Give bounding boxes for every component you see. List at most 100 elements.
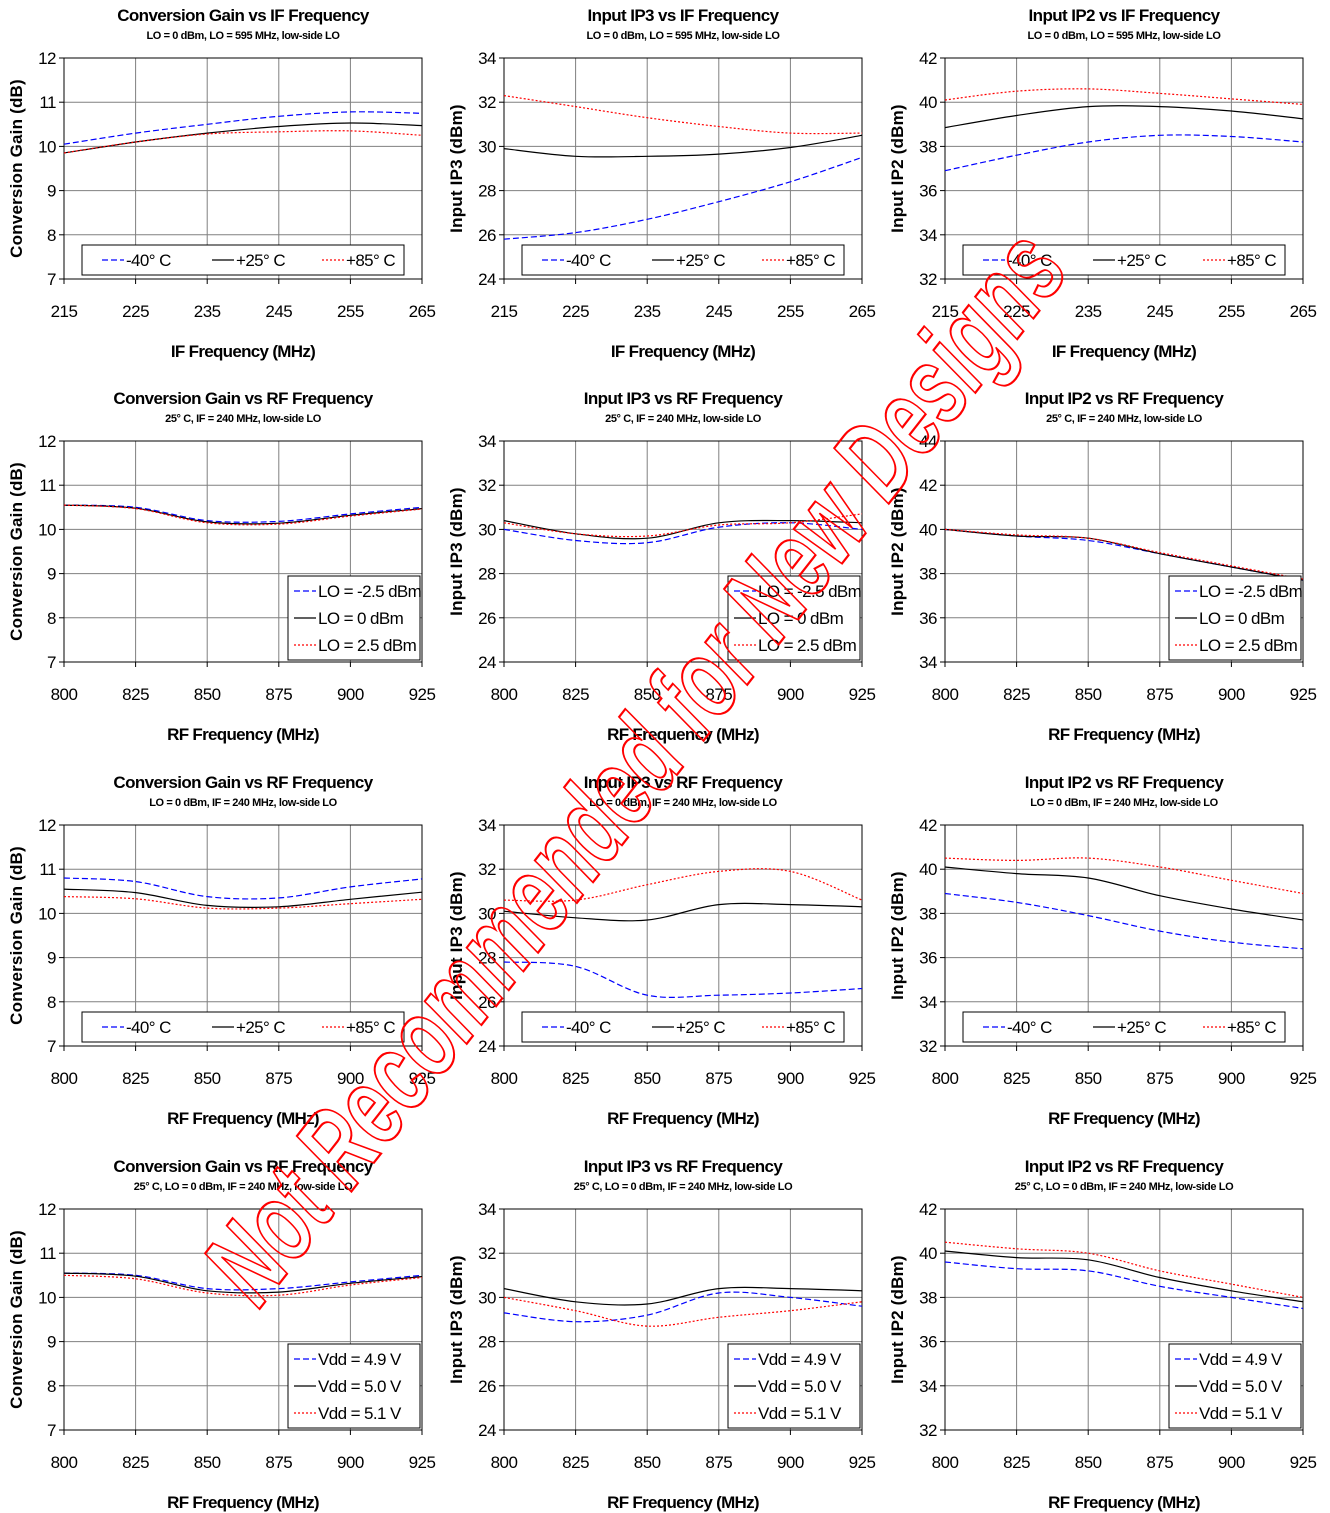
x-tick-label: 825: [1003, 1069, 1030, 1088]
y-tick-label: 36: [919, 949, 937, 968]
series-line-1: [63, 111, 423, 145]
x-tick-label: 900: [337, 685, 364, 704]
series-line-2: [63, 888, 423, 909]
chart-subtitle: LO = 0 dBm, LO = 595 MHz, low-side LO: [1027, 30, 1221, 42]
series-line-2: [63, 1272, 423, 1294]
y-tick-label: 32: [478, 1244, 496, 1263]
x-tick-label: 800: [491, 685, 518, 704]
x-tick-label: 850: [194, 1453, 221, 1472]
legend-entry: Vdd = 5.1 V: [318, 1404, 402, 1423]
x-tick-label: 825: [122, 685, 149, 704]
x-tick-label: 825: [1003, 685, 1030, 704]
y-tick-label: 12: [38, 816, 56, 835]
chart-panel-6: Input IP2 vs RF Frequency 25° C, IF = 240…: [888, 389, 1317, 744]
y-tick-label: 11: [39, 860, 56, 879]
legend: LO = -2.5 dBm LO = 0 dBm LO = 2.5 dBm: [287, 575, 422, 661]
series-line-1: [503, 156, 863, 240]
x-tick-label: 850: [194, 1069, 221, 1088]
y-tick-label: 32: [919, 1421, 937, 1440]
y-tick-label: 36: [919, 609, 937, 628]
y-tick-label: 32: [478, 476, 496, 495]
x-tick-label: 800: [491, 1069, 518, 1088]
y-tick-label: 11: [39, 1244, 56, 1263]
legend-entry: Vdd = 5.1 V: [1199, 1404, 1283, 1423]
y-tick-label: 44: [919, 432, 937, 451]
plot-area-frame: [503, 1208, 863, 1431]
x-tick-label: 255: [337, 302, 364, 321]
series-line-3: [503, 868, 863, 902]
y-axis-label: Conversion Gain (dB): [7, 1230, 26, 1409]
legend-entry: LO = -2.5 dBm: [758, 582, 862, 601]
chart-panel-12: Input IP2 vs RF Frequency 25° C, LO = 0 d…: [888, 1157, 1317, 1512]
x-tick-label: 875: [1146, 685, 1173, 704]
chart-panel-7: Conversion Gain vs RF Frequency LO = 0 dB…: [7, 773, 436, 1128]
y-axis-label: Input IP3 (dBm): [447, 487, 466, 616]
series-line-3: [503, 513, 863, 538]
y-tick-label: 34: [919, 226, 937, 245]
y-tick-label: 7: [47, 1037, 56, 1056]
legend-box: [521, 1011, 845, 1043]
series-line-3: [944, 1241, 1304, 1298]
series-line-1: [503, 961, 863, 998]
legend: -40° C +25° C +85° C: [521, 1011, 845, 1043]
y-tick-label: 24: [478, 1421, 496, 1440]
x-tick-label: 850: [634, 685, 661, 704]
x-tick-label: 265: [409, 302, 436, 321]
x-tick-label: 925: [849, 1069, 876, 1088]
x-tick-label: 235: [634, 302, 661, 321]
x-tick-label: 850: [1075, 1453, 1102, 1472]
y-tick-label: 8: [47, 993, 56, 1012]
y-tick-label: 28: [478, 949, 496, 968]
legend-entry: -40° C: [126, 1018, 171, 1037]
chart-subtitle: LO = 0 dBm, IF = 240 MHz, low-side LO: [1030, 797, 1218, 809]
y-tick-label: 30: [478, 1288, 496, 1307]
series-line-1: [503, 522, 863, 545]
y-axis-label: Input IP2 (dBm): [888, 871, 907, 1000]
chart-title: Conversion Gain vs RF Frequency: [113, 773, 373, 792]
x-tick-label: 925: [409, 1453, 436, 1472]
legend-entry: +25° C: [236, 251, 285, 270]
y-axis-label: Conversion Gain (dB): [7, 462, 26, 641]
legend-box: [287, 1343, 421, 1429]
y-tick-label: 38: [919, 1288, 937, 1307]
chart-panel-9: Input IP2 vs RF Frequency LO = 0 dBm, IF …: [888, 773, 1317, 1128]
legend-entry: LO = 2.5 dBm: [758, 636, 857, 655]
legend-entry: -40° C: [1007, 251, 1052, 270]
y-tick-label: 42: [919, 1200, 937, 1219]
legend-entry: +85° C: [786, 251, 835, 270]
legend-entry: +25° C: [1117, 251, 1166, 270]
legend-entry: Vdd = 4.9 V: [1199, 1350, 1283, 1369]
plot-area-frame: [944, 440, 1304, 663]
series-line-2: [503, 134, 863, 158]
plot-area-frame: [944, 1208, 1304, 1431]
legend-entry: Vdd = 5.0 V: [1199, 1377, 1283, 1396]
legend-entry: -40° C: [566, 1018, 611, 1037]
series-line-2: [944, 866, 1304, 921]
x-tick-label: 875: [705, 1453, 732, 1472]
x-tick-label: 850: [634, 1069, 661, 1088]
series-line-1: [944, 1261, 1304, 1310]
x-axis-label: RF Frequency (MHz): [1048, 725, 1200, 744]
y-tick-label: 9: [47, 565, 56, 584]
x-tick-label: 925: [1290, 1453, 1317, 1472]
y-tick-label: 34: [478, 1200, 496, 1219]
x-tick-label: 215: [491, 302, 518, 321]
legend-entry: -40° C: [566, 251, 611, 270]
legend-entry: +25° C: [236, 1018, 285, 1037]
legend-entry: +85° C: [786, 1018, 835, 1037]
x-tick-label: 245: [705, 302, 732, 321]
series-line-3: [63, 130, 423, 154]
legend-entry: -40° C: [126, 251, 171, 270]
chart-title: Conversion Gain vs RF Frequency: [113, 389, 373, 408]
y-tick-label: 28: [478, 565, 496, 584]
x-tick-label: 925: [409, 1069, 436, 1088]
y-tick-label: 24: [478, 653, 496, 672]
chart-subtitle: 25° C, LO = 0 dBm, IF = 240 MHz, low-sid…: [134, 1181, 353, 1193]
x-tick-label: 800: [932, 1453, 959, 1472]
x-axis-label: RF Frequency (MHz): [607, 1109, 759, 1128]
y-axis-label: Input IP3 (dBm): [447, 1255, 466, 1384]
legend-entry: Vdd = 4.9 V: [318, 1350, 402, 1369]
x-tick-label: 900: [337, 1453, 364, 1472]
x-tick-label: 800: [51, 685, 78, 704]
